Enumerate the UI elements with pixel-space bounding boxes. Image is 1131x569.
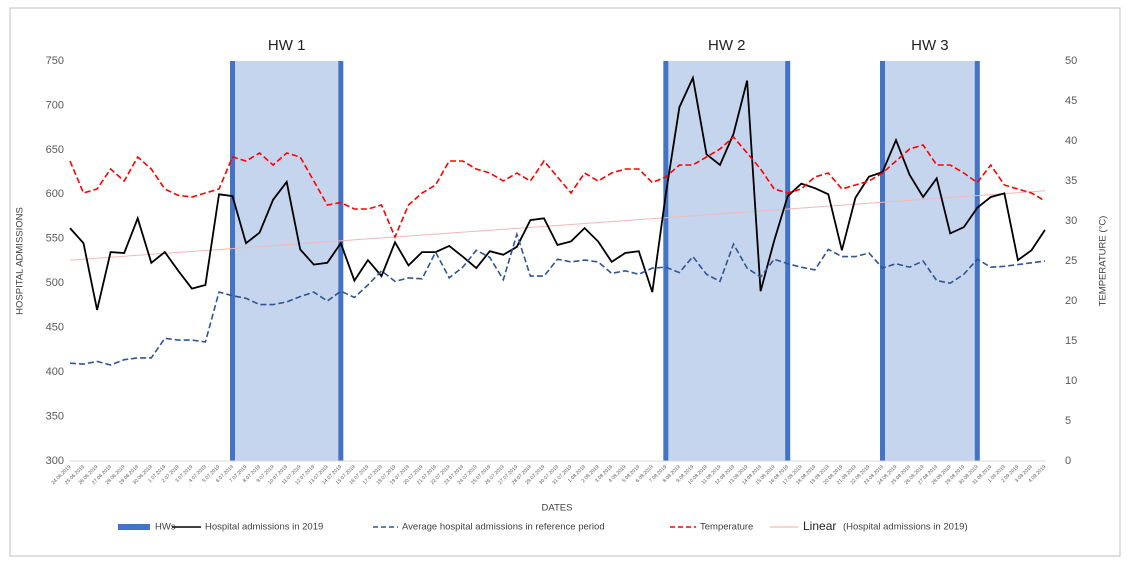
y2-tick-label: 0 bbox=[1065, 455, 1071, 467]
y-tick-label: 750 bbox=[46, 55, 64, 67]
y-tick-label: 600 bbox=[46, 188, 64, 200]
heatwave-label: HW 2 bbox=[708, 37, 746, 54]
legend-label: Hospital admissions in 2019 bbox=[205, 522, 323, 533]
y2-tick-label: 15 bbox=[1065, 335, 1077, 347]
y2-tick-label: 45 bbox=[1065, 95, 1077, 107]
y-tick-label: 400 bbox=[46, 366, 64, 378]
series-line bbox=[69, 231, 1046, 366]
y2-tick-label: 5 bbox=[1065, 415, 1071, 427]
legend-label: HWs bbox=[155, 522, 176, 533]
legend-label: (Hospital admissions in 2019) bbox=[843, 522, 968, 533]
y2-tick-label: 35 bbox=[1065, 175, 1077, 187]
y-tick-label: 350 bbox=[46, 410, 64, 422]
y-tick-label: 450 bbox=[46, 322, 64, 334]
heatwave-label: HW 1 bbox=[268, 37, 306, 54]
x-axis-label: DATES bbox=[542, 503, 573, 514]
y2-tick-label: 25 bbox=[1065, 255, 1077, 267]
y-tick-label: 550 bbox=[46, 233, 64, 245]
trendline bbox=[69, 190, 1046, 261]
legend-label: Temperature bbox=[700, 522, 753, 533]
heatwave-label: HW 3 bbox=[911, 37, 949, 54]
y2-tick-label: 20 bbox=[1065, 295, 1077, 307]
y-tick-label: 700 bbox=[46, 99, 64, 111]
heatwave-band bbox=[882, 61, 978, 461]
series-line bbox=[69, 74, 1046, 311]
y-tick-label: 300 bbox=[46, 455, 64, 467]
series-line bbox=[69, 135, 1046, 240]
y-tick-label: 500 bbox=[46, 277, 64, 289]
y2-tick-label: 10 bbox=[1065, 375, 1077, 387]
y2-tick-label: 30 bbox=[1065, 215, 1077, 227]
legend-label: Average hospital admissions in reference… bbox=[402, 522, 605, 533]
y2-axis-label: TEMPERATURE (°C) bbox=[1098, 216, 1109, 307]
legend-label: Linear bbox=[803, 519, 836, 533]
y2-tick-label: 50 bbox=[1065, 55, 1077, 67]
y2-tick-label: 40 bbox=[1065, 135, 1077, 147]
y-axis-label: HOSPITAL ADMISSIONS bbox=[15, 207, 26, 315]
y-tick-label: 650 bbox=[46, 144, 64, 156]
heatwave-band bbox=[232, 61, 341, 461]
